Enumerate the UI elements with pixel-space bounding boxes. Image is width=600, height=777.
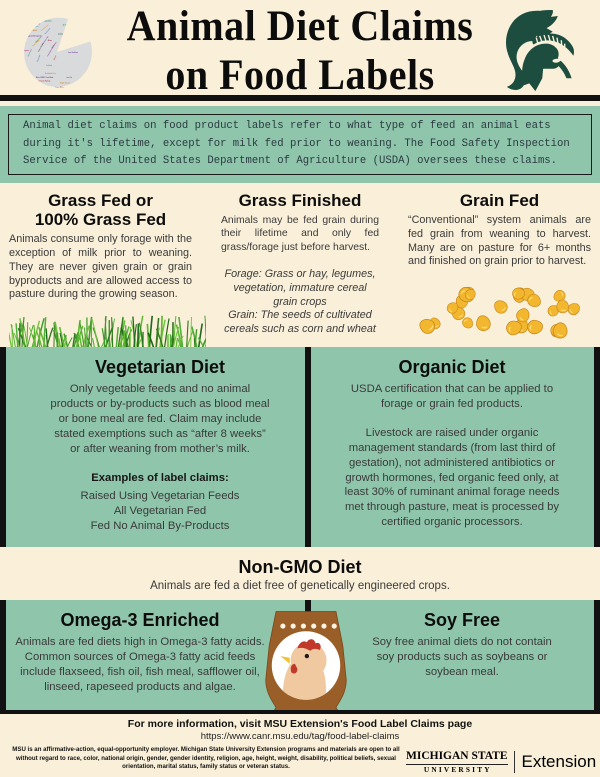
svg-text:Lactose Free: Lactose Free: [58, 33, 72, 36]
svg-text:Family Farm: Family Farm: [24, 76, 34, 79]
svg-text:Wheat-Free: Wheat-Free: [64, 36, 72, 39]
svg-text:Less Fiber: Less Fiber: [55, 87, 65, 89]
svg-text:Antibiotics: Antibiotics: [40, 20, 52, 23]
svg-text:Pasteurized: Pasteurized: [78, 31, 86, 34]
svg-text:Antimicrobial: Antimicrobial: [36, 93, 46, 96]
svg-text:Low Fat: Low Fat: [60, 43, 66, 50]
svg-text:USDA Approved: USDA Approved: [26, 83, 38, 86]
svg-text:Grass Fed: Grass Fed: [27, 90, 34, 93]
svg-text:Grain Fed: Grain Fed: [68, 27, 75, 30]
svg-text:Traceability: Traceability: [31, 87, 39, 90]
svg-text:High Fructose Corn Syrup: High Fructose Corn Syrup: [28, 79, 52, 82]
svg-text:Non-GMO Certified: Non-GMO Certified: [36, 76, 54, 79]
svg-text:Sheep Friendly: Sheep Friendly: [63, 42, 78, 44]
svg-text:Low Sodium: Low Sodium: [68, 52, 78, 54]
svg-text:Hormone Free: Hormone Free: [28, 23, 40, 25]
svg-text:Non-Dairy: Non-Dairy: [60, 90, 68, 93]
svg-text:Added: Added: [63, 23, 70, 26]
